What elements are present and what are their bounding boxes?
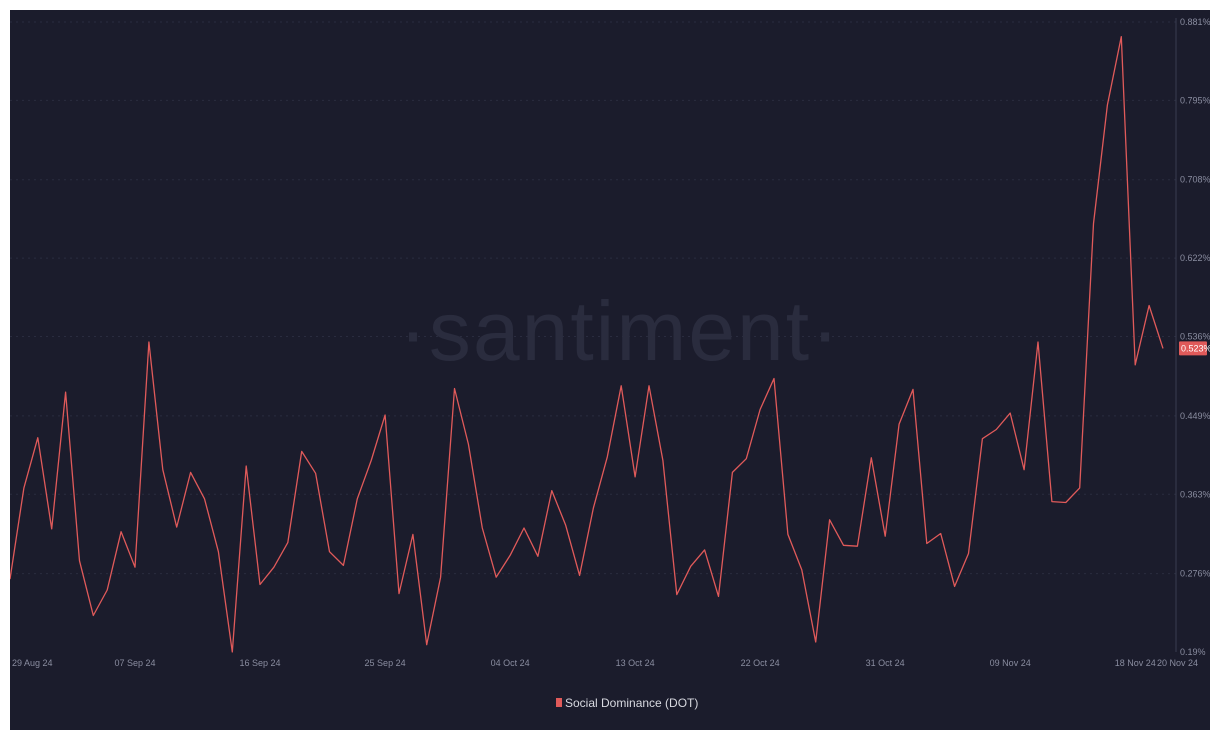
y-tick-label: 0.708%	[1180, 175, 1210, 185]
x-tick-label: 18 Nov 24	[1115, 658, 1156, 668]
x-tick-label: 31 Oct 24	[866, 658, 905, 668]
y-tick-label: 0.363%	[1180, 489, 1210, 499]
social-dominance-chart: ·santiment· 0.19% 0.276% 0.363% 0.449% 0.536…	[10, 17, 1210, 710]
series-line-social-dominance-dot	[10, 35, 1164, 653]
x-tick-label: 04 Oct 24	[491, 658, 530, 668]
legend[interactable]: Social Dominance (DOT)	[556, 696, 698, 710]
santiment-watermark: ·santiment·	[399, 284, 841, 378]
x-tick-label: 07 Sep 24	[115, 658, 156, 668]
y-tick-label: 0.536%	[1180, 332, 1210, 342]
current-value-badge-bg	[1179, 341, 1207, 356]
x-tick-label: 29 Aug 24	[12, 658, 53, 668]
y-tick-label: 0.19%	[1180, 647, 1206, 657]
current-value-label: 0.523%	[1181, 343, 1210, 353]
current-value-badge: 0.523%	[1179, 341, 1210, 356]
x-axis-ticks: 29 Aug 24 07 Sep 24 16 Sep 24 25 Sep 24 04 O…	[12, 658, 1198, 668]
y-axis-ticks: 0.19% 0.276% 0.363% 0.449% 0.536% 0.622% 0.708…	[1180, 17, 1210, 657]
x-tick-label: 09 Nov 24	[990, 658, 1031, 668]
y-tick-label: 0.276%	[1180, 569, 1210, 579]
y-tick-label: 0.795%	[1180, 95, 1210, 105]
legend-swatch	[556, 698, 562, 707]
x-tick-label: 20 Nov 24	[1157, 658, 1198, 668]
grid-lines	[10, 21, 1176, 575]
x-tick-label: 16 Sep 24	[240, 658, 281, 668]
y-tick-label: 0.622%	[1180, 253, 1210, 263]
x-tick-label: 22 Oct 24	[741, 658, 780, 668]
y-tick-label: 0.449%	[1180, 411, 1210, 421]
x-tick-label: 13 Oct 24	[616, 658, 655, 668]
legend-label: Social Dominance (DOT)	[565, 696, 698, 710]
chart-container: ·santiment· 0.19% 0.276% 0.363% 0.449% 0.536…	[10, 10, 1210, 730]
y-tick-label: 0.881%	[1180, 17, 1210, 27]
x-tick-label: 25 Sep 24	[365, 658, 406, 668]
